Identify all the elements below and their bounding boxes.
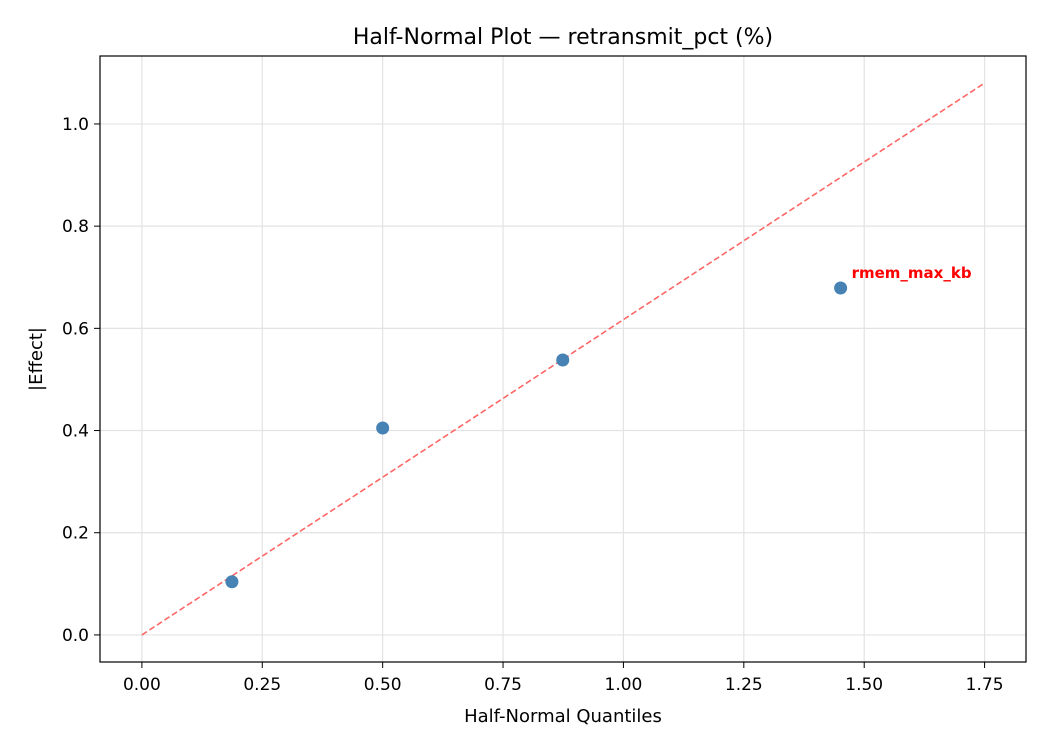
data-point — [376, 421, 390, 435]
x-tick-label: 1.00 — [605, 675, 643, 695]
x-tick-label: 0.00 — [123, 675, 161, 695]
data-point — [225, 575, 239, 589]
y-tick-label: 0.6 — [62, 319, 89, 339]
x-tick-label: 1.50 — [845, 675, 883, 695]
x-tick-label: 0.25 — [243, 675, 281, 695]
x-ticks: 0.00 0.25 0.50 0.75 1.00 1.25 1.50 1.75 — [123, 662, 1004, 695]
point-annotation: rmem_max_kb — [852, 264, 972, 282]
x-tick-label: 0.50 — [364, 675, 402, 695]
plot-frame — [99, 55, 1027, 663]
x-tick-label: 1.75 — [966, 675, 1004, 695]
y-tick-label: 0.0 — [62, 626, 89, 646]
y-tick-label: 0.8 — [62, 217, 89, 237]
y-ticks: 0.0 0.2 0.4 0.6 0.8 1.0 — [62, 115, 100, 646]
grid — [100, 56, 1026, 662]
y-tick-label: 0.2 — [62, 524, 89, 544]
data-point — [556, 353, 570, 367]
data-point — [834, 281, 848, 295]
points-group: rmem_max_kb — [225, 264, 972, 589]
x-axis-label: Half-Normal Quantiles — [464, 706, 662, 727]
y-tick-label: 0.4 — [62, 422, 89, 442]
x-tick-label: 1.25 — [725, 675, 763, 695]
x-tick-label: 0.75 — [484, 675, 522, 695]
reference-line — [141, 82, 986, 636]
y-axis-label: |Effect| — [26, 327, 47, 391]
reference-line-group — [141, 82, 986, 636]
chart-title: Half-Normal Plot — retransmit_pct (%) — [353, 25, 773, 50]
y-tick-label: 1.0 — [62, 115, 89, 135]
